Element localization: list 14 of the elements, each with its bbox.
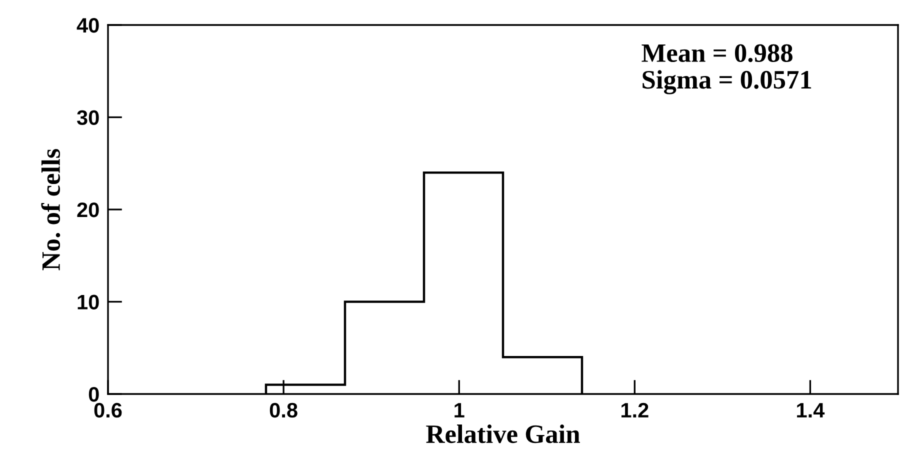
x-tick-label: 0.8 [270,402,298,418]
y-tick-label: 30 [76,110,99,126]
y-axis-title: No. of cells [41,148,60,270]
x-tick-label: 1.2 [622,402,648,418]
annotation: Sigma = 0.0571 [642,70,812,94]
y-tick-label: 0 [88,387,99,402]
y-tick-label: 40 [76,18,99,33]
x-axis-title: Relative Gain [426,424,580,444]
y-tick-label: 10 [78,294,99,310]
annotation: Mean = 0.988 [642,44,792,62]
x-tick-label: 1.4 [797,403,825,418]
x-tick-label: 1 [454,403,464,418]
y-tick-label: 20 [77,202,99,218]
x-tick-label: 0.6 [94,402,122,418]
